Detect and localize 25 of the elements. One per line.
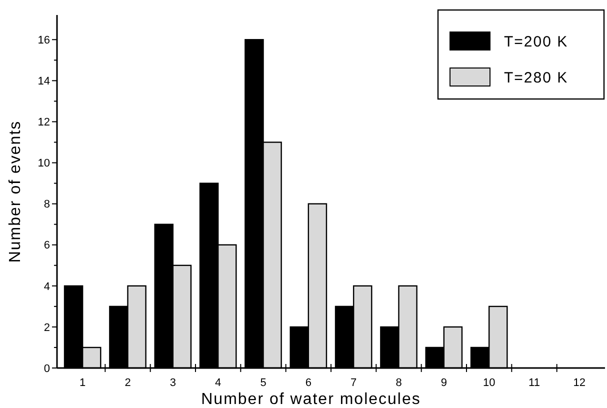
y-tick-label: 2 — [44, 322, 50, 334]
x-axis-title: Number of water molecules — [201, 391, 421, 408]
x-tick-label: 3 — [170, 377, 176, 389]
x-tick-label: 2 — [124, 377, 131, 389]
x-tick-label: 9 — [440, 377, 447, 389]
y-tick-label: 4 — [44, 280, 50, 293]
legend-label: T=200 K — [504, 33, 568, 50]
x-tick-label: 6 — [305, 377, 312, 389]
x-tick-label: 12 — [573, 377, 586, 389]
x-tick-label: 11 — [528, 377, 540, 389]
y-tick-label: 6 — [44, 240, 50, 252]
y-tick-label: 16 — [38, 34, 50, 46]
x-tick-label: 7 — [350, 377, 357, 389]
y-tick-label: 12 — [38, 116, 50, 129]
x-tick-label: 5 — [260, 377, 266, 389]
x-tick-label: 8 — [396, 377, 402, 389]
y-tick-label: 10 — [38, 158, 50, 170]
y-tick-label: 0 — [44, 362, 50, 375]
y-tick-label: 14 — [38, 76, 50, 88]
y-axis-title: Number of events — [7, 120, 24, 263]
legend-label: T=280 K — [504, 69, 568, 86]
y-tick-label: 8 — [44, 198, 50, 211]
x-tick-label: 10 — [482, 377, 496, 389]
x-tick-label: 1 — [80, 377, 86, 389]
x-tick-label: 4 — [215, 377, 222, 389]
